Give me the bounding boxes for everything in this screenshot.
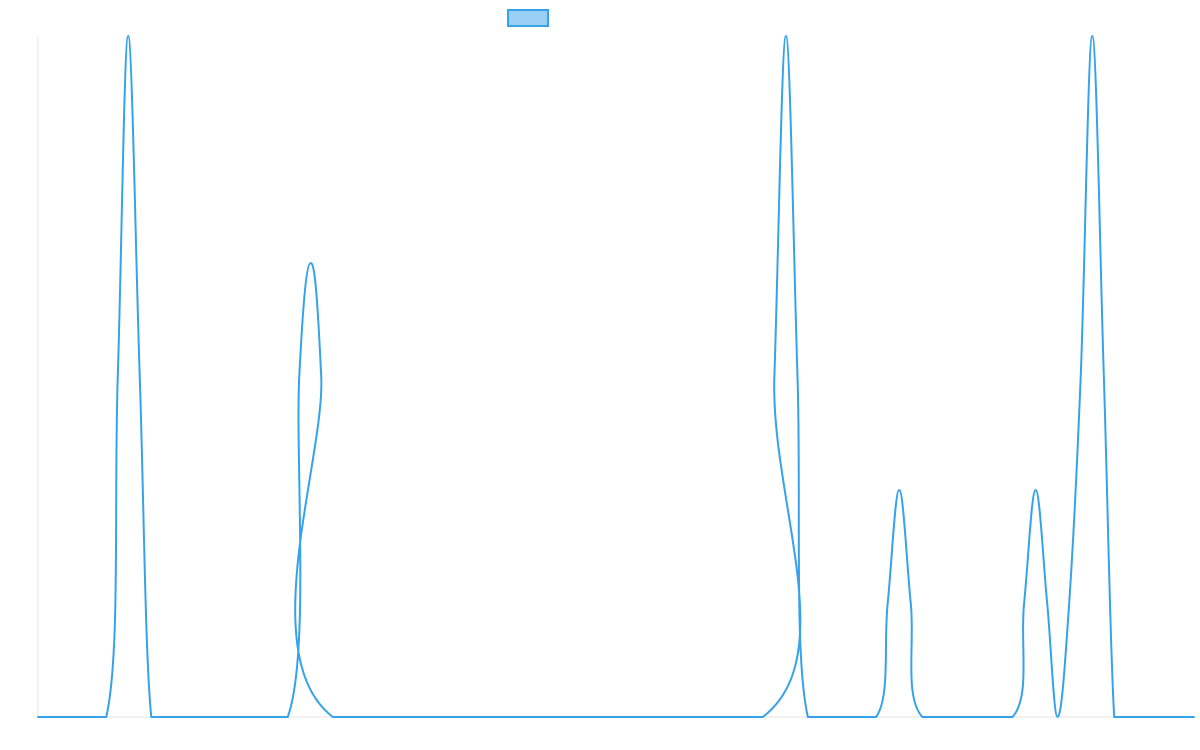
data-point-0-20[interactable] [908,601,914,607]
data-point-0-6[interactable] [171,714,177,720]
data-point-0-10[interactable] [318,374,324,380]
data-point-0-5[interactable] [148,714,154,720]
data-point-0-22[interactable] [1010,714,1016,720]
data-point-0-19[interactable] [896,487,902,493]
data-point-0-9[interactable] [308,260,314,266]
data-point-0-12[interactable] [760,714,766,720]
data-point-0-24[interactable] [1033,487,1039,493]
data-point-0-28[interactable] [1078,374,1084,380]
data-point-0-11[interactable] [330,714,336,720]
legend-swatch[interactable] [507,9,549,27]
data-point-0-0[interactable] [35,714,41,720]
data-point-0-3[interactable] [125,33,131,39]
series-layer [35,33,1197,720]
data-point-0-17[interactable] [873,714,879,720]
data-point-0-15[interactable] [794,374,800,380]
data-point-0-32[interactable] [1123,714,1129,720]
data-point-0-18[interactable] [885,601,891,607]
data-point-0-26[interactable] [1055,714,1061,720]
data-point-0-27[interactable] [1066,601,1072,607]
series-line-0[interactable] [37,35,1195,719]
data-point-0-33[interactable] [1191,714,1197,720]
data-point-0-1[interactable] [103,714,109,720]
data-point-0-13[interactable] [771,374,777,380]
data-point-0-7[interactable] [285,714,291,720]
data-point-0-21[interactable] [919,714,925,720]
data-point-0-25[interactable] [1044,601,1050,607]
data-point-0-16[interactable] [805,714,811,720]
data-point-0-31[interactable] [1111,714,1117,720]
data-point-0-2[interactable] [115,374,121,380]
data-point-0-23[interactable] [1021,601,1027,607]
data-point-0-30[interactable] [1101,374,1107,380]
data-point-0-4[interactable] [137,374,143,380]
data-point-0-29[interactable] [1089,33,1095,39]
data-point-0-14[interactable] [783,33,789,39]
legend[interactable] [507,9,549,27]
data-point-0-8[interactable] [296,374,302,380]
